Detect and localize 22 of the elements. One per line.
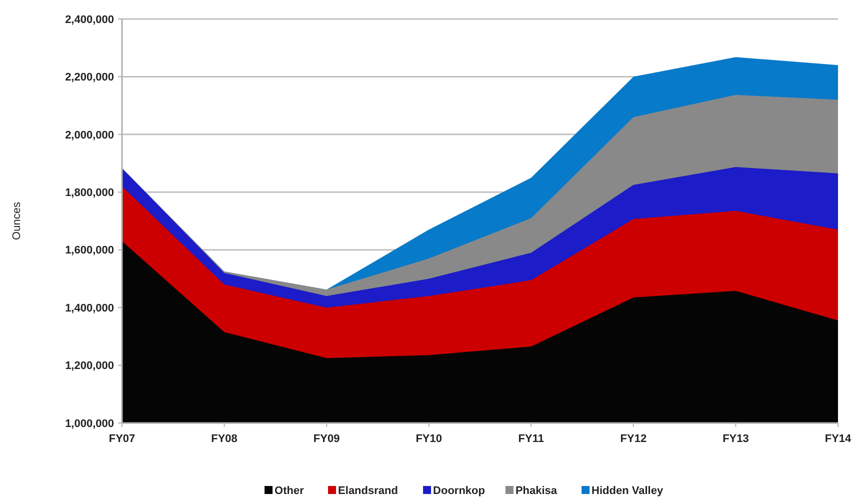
legend-label: Doornkop (433, 484, 486, 497)
legend-label: Elandsrand (338, 484, 398, 497)
x-tick-label: FY10 (416, 433, 442, 445)
x-tick-label: FY07 (108, 433, 136, 445)
y-tick-label: 1,400,000 (65, 302, 114, 314)
legend-label: Other (274, 484, 305, 497)
legend-label: Hidden Valley (592, 484, 664, 497)
y-tick-label: 1,800,000 (65, 186, 114, 199)
x-tick-label: FY12 (620, 433, 647, 445)
x-tick-label: FY11 (518, 433, 544, 445)
y-tick-label: 2,400,000 (65, 14, 114, 26)
y-tick-label: 1,000,000 (65, 418, 114, 430)
x-tick-label: FY14 (824, 433, 852, 445)
y-tick-label: 2,000,000 (65, 129, 114, 142)
y-tick-label: 1,600,000 (65, 244, 114, 257)
x-tick-label: FY08 (211, 433, 238, 445)
y-tick-label: 2,200,000 (65, 72, 114, 84)
x-tick-label: FY13 (722, 433, 749, 445)
legend-label: Phakisa (515, 484, 558, 497)
x-tick-label: FY09 (313, 433, 340, 445)
y-tick-label: 1,200,000 (65, 360, 114, 372)
y-axis-title: Ounces (11, 202, 23, 240)
